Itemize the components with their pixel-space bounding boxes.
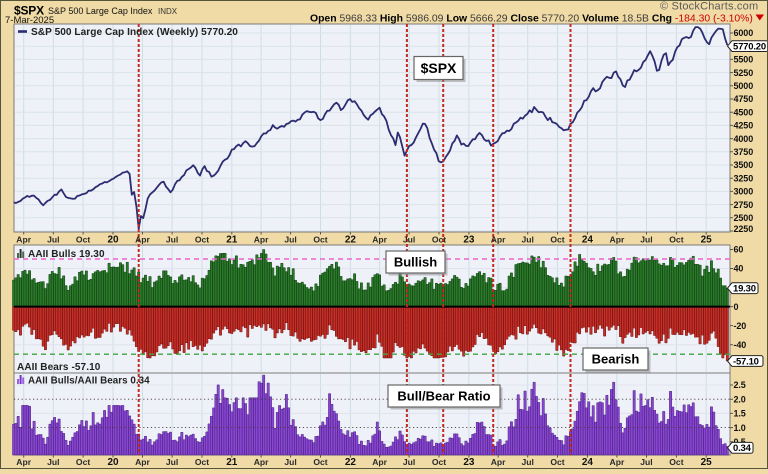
svg-text:24: 24 <box>582 457 594 468</box>
svg-text:2750: 2750 <box>734 200 754 210</box>
svg-text:Jul: Jul <box>284 457 296 467</box>
svg-text:Oct: Oct <box>195 235 209 245</box>
svg-text:2.5: 2.5 <box>734 380 746 390</box>
svg-text:Apr: Apr <box>491 235 506 245</box>
svg-text:-40: -40 <box>734 340 747 350</box>
svg-text:Apr: Apr <box>135 457 150 467</box>
svg-text:1.0: 1.0 <box>734 423 746 433</box>
svg-text:Apr: Apr <box>491 457 506 467</box>
svg-text:Oct: Oct <box>550 235 564 245</box>
svg-text:7-Mar-2025: 7-Mar-2025 <box>5 15 54 26</box>
svg-text:Apr: Apr <box>372 235 387 245</box>
svg-text:Oct: Oct <box>76 235 90 245</box>
svg-text:Oct: Oct <box>313 235 327 245</box>
svg-text:Apr: Apr <box>135 235 150 245</box>
svg-text:3000: 3000 <box>734 187 754 197</box>
svg-text:Bull/Bear Ratio: Bull/Bear Ratio <box>397 389 490 404</box>
svg-text:$SPX: $SPX <box>14 4 44 18</box>
svg-text:Jul: Jul <box>47 457 59 467</box>
svg-text:Oct: Oct <box>669 235 683 245</box>
svg-text:0: 0 <box>734 302 739 312</box>
svg-text:Bearish: Bearish <box>592 352 640 367</box>
svg-text:$SPX: $SPX <box>421 60 457 76</box>
svg-text:AAII Bears -57.10: AAII Bears -57.10 <box>17 362 101 373</box>
svg-text:2500: 2500 <box>734 213 754 223</box>
svg-text:Bullish: Bullish <box>394 255 437 270</box>
svg-text:Apr: Apr <box>372 457 387 467</box>
svg-text:Apr: Apr <box>254 457 269 467</box>
svg-text:Oct: Oct <box>669 457 683 467</box>
svg-text:Jul: Jul <box>521 235 533 245</box>
svg-text:Jul: Jul <box>166 235 178 245</box>
svg-text:INDX: INDX <box>158 7 178 16</box>
svg-text:Jul: Jul <box>640 457 652 467</box>
svg-text:22: 22 <box>345 235 357 246</box>
svg-text:Jul: Jul <box>47 235 59 245</box>
svg-text:Jul: Jul <box>640 235 652 245</box>
svg-text:23: 23 <box>463 235 475 246</box>
svg-text:1.5: 1.5 <box>734 409 746 419</box>
svg-text:19.30: 19.30 <box>733 284 756 295</box>
svg-text:Oct: Oct <box>432 457 446 467</box>
svg-text:AAII Bulls/AAII Bears 0.34: AAII Bulls/AAII Bears 0.34 <box>28 376 150 387</box>
svg-text:Apr: Apr <box>609 457 624 467</box>
svg-text:21: 21 <box>226 457 238 468</box>
svg-text:Jul: Jul <box>166 457 178 467</box>
svg-text:S&P 500 Large Cap Index: S&P 500 Large Cap Index <box>48 6 153 16</box>
svg-text:20: 20 <box>107 457 119 468</box>
svg-text:6000: 6000 <box>734 28 754 38</box>
svg-text:-20: -20 <box>734 321 747 331</box>
svg-text:Jul: Jul <box>403 235 415 245</box>
svg-text:Jul: Jul <box>403 457 415 467</box>
svg-text:Apr: Apr <box>254 235 269 245</box>
svg-text:Apr: Apr <box>16 457 31 467</box>
svg-text:2250: 2250 <box>734 224 754 234</box>
svg-text:Oct: Oct <box>432 235 446 245</box>
svg-text:Open 5968.33 High 5986.09 Low: Open 5968.33 High 5986.09 Low 5666.29 Cl… <box>310 14 753 25</box>
svg-text:-57.10: -57.10 <box>733 356 759 367</box>
svg-text:25: 25 <box>701 457 713 468</box>
svg-text:23: 23 <box>463 457 475 468</box>
svg-text:3750: 3750 <box>734 147 754 157</box>
svg-text:Oct: Oct <box>195 457 209 467</box>
svg-text:5770.20: 5770.20 <box>733 42 766 53</box>
svg-text:40: 40 <box>734 264 744 274</box>
svg-text:S&P 500 Large Cap Index (Weekl: S&P 500 Large Cap Index (Weekly) 5770.20 <box>31 27 238 38</box>
svg-text:3500: 3500 <box>734 160 754 170</box>
svg-text:Apr: Apr <box>16 235 31 245</box>
svg-text:Oct: Oct <box>76 457 90 467</box>
svg-text:5250: 5250 <box>734 68 754 78</box>
svg-text:20: 20 <box>107 235 119 246</box>
svg-text:60: 60 <box>734 245 744 255</box>
svg-text:5500: 5500 <box>734 55 754 65</box>
svg-text:AAII Bulls 19.30: AAII Bulls 19.30 <box>28 249 105 260</box>
svg-text:4500: 4500 <box>734 107 754 117</box>
svg-text:2.0: 2.0 <box>734 394 746 404</box>
svg-text:Jul: Jul <box>284 235 296 245</box>
svg-text:0.34: 0.34 <box>733 443 752 454</box>
svg-text:Oct: Oct <box>313 457 327 467</box>
svg-text:4000: 4000 <box>734 134 754 144</box>
svg-text:4750: 4750 <box>734 94 754 104</box>
svg-text:24: 24 <box>582 235 594 246</box>
svg-text:Jul: Jul <box>521 457 533 467</box>
svg-text:Oct: Oct <box>550 457 564 467</box>
svg-text:Apr: Apr <box>609 235 624 245</box>
svg-text:21: 21 <box>226 235 238 246</box>
svg-text:4250: 4250 <box>734 121 754 131</box>
svg-text:© StockCharts.com: © StockCharts.com <box>660 1 758 13</box>
svg-text:22: 22 <box>345 457 357 468</box>
svg-text:3250: 3250 <box>734 173 754 183</box>
svg-text:25: 25 <box>701 235 713 246</box>
svg-text:5000: 5000 <box>734 81 754 91</box>
